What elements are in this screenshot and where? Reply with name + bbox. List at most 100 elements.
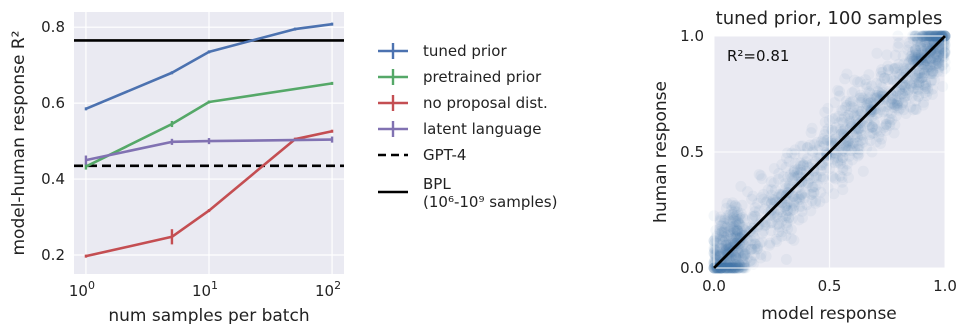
scatter-point	[794, 191, 806, 203]
scatter-point	[898, 62, 910, 74]
scatter-point	[725, 216, 737, 227]
scatter-point	[789, 164, 801, 176]
scatter-point	[817, 133, 829, 145]
scatter-point	[709, 233, 721, 245]
scatter-point	[819, 106, 831, 118]
scatter-point	[718, 255, 730, 267]
scatter-point	[736, 232, 748, 243]
scatter-point	[822, 134, 834, 146]
scatter-point	[731, 209, 743, 221]
scatter-point	[721, 257, 733, 269]
scatter-point	[817, 173, 829, 185]
scatter-point	[880, 120, 892, 132]
scatter-point	[737, 247, 749, 259]
scatter-point	[802, 142, 814, 153]
scatter-point	[907, 53, 919, 65]
scatter-point	[724, 256, 736, 267]
scatter-point	[871, 108, 883, 120]
scatter-point	[927, 83, 939, 95]
scatter-point	[715, 211, 727, 223]
scatter-point	[723, 244, 735, 256]
scatter-point	[735, 261, 747, 273]
scatter-point	[925, 53, 936, 65]
legend-label: BPL	[423, 175, 451, 193]
scatter-point	[797, 140, 809, 152]
scatter-point	[718, 217, 730, 229]
scatter-point	[929, 38, 941, 50]
scatter-point	[844, 97, 856, 109]
scatter-point	[785, 205, 796, 217]
scatter-point	[868, 104, 880, 116]
scatter-point	[728, 224, 740, 236]
scatter-point	[780, 230, 792, 242]
scatter-point	[869, 93, 881, 104]
scatter-point	[789, 144, 801, 156]
scatter-point	[842, 135, 854, 147]
scatter-point	[772, 173, 784, 185]
scatter-point	[722, 229, 734, 241]
scatter-point	[834, 170, 846, 182]
scatter-point	[885, 73, 897, 85]
scatter-point	[884, 116, 896, 128]
scatter-point	[730, 226, 742, 237]
scatter-point	[867, 127, 879, 139]
scatter-point	[727, 246, 738, 258]
scatter-point	[714, 225, 726, 237]
scatter-point	[781, 152, 792, 164]
scatter-point	[934, 45, 946, 57]
scatter-point	[865, 97, 877, 109]
scatter-point	[716, 258, 727, 270]
scatter-point	[795, 188, 807, 200]
scatter-point	[746, 243, 758, 255]
scatter-point	[899, 90, 911, 102]
scatter-point	[844, 117, 856, 129]
scatter-point	[880, 113, 892, 125]
scatter-point	[801, 180, 813, 192]
y-tick-label: 0.5	[680, 143, 704, 161]
scatter-point	[918, 67, 930, 79]
scatter-point	[716, 220, 728, 232]
scatter-point	[925, 53, 937, 65]
scatter-point	[870, 90, 882, 101]
scatter-point	[728, 239, 740, 251]
scatter-point	[770, 233, 782, 245]
scatter-point	[716, 234, 728, 246]
scatter-point	[834, 85, 845, 97]
scatter-point	[811, 172, 822, 183]
scatter-point	[828, 188, 840, 200]
scatter-point	[846, 87, 858, 99]
scatter-point	[822, 102, 834, 114]
scatter-point	[828, 157, 840, 169]
scatter-point	[913, 77, 925, 89]
scatter-point	[912, 55, 924, 67]
scatter-point	[907, 82, 919, 94]
scatter-point	[882, 60, 894, 72]
scatter-point	[732, 247, 744, 259]
scatter-point	[714, 234, 726, 246]
scatter-point	[822, 123, 834, 135]
scatter-point	[784, 196, 796, 207]
scatter-point	[876, 81, 888, 93]
scatter-point	[829, 112, 841, 124]
scatter-point	[832, 157, 844, 168]
scatter-point	[856, 105, 868, 117]
scatter-point	[867, 105, 879, 117]
scatter-point	[903, 57, 915, 69]
scatter-point	[764, 239, 775, 251]
scatter-point	[855, 106, 867, 117]
scatter-point	[794, 167, 806, 179]
scatter-point	[853, 140, 865, 152]
scatter-point	[845, 145, 857, 156]
scatter-point	[808, 139, 820, 151]
left-reference-lines	[74, 39, 344, 168]
scatter-point	[888, 101, 900, 113]
scatter-point	[724, 229, 736, 241]
scatter-point	[747, 211, 759, 223]
scatter-point	[889, 99, 901, 111]
scatter-point	[712, 246, 724, 258]
scatter-point	[875, 138, 886, 149]
scatter-point	[857, 92, 869, 104]
scatter-point	[852, 150, 864, 162]
right-chart: 0.0 0.5 1.0 0.0 0.5 1.0 tuned prior, 100 sam…	[651, 8, 957, 324]
scatter-point	[799, 192, 810, 204]
